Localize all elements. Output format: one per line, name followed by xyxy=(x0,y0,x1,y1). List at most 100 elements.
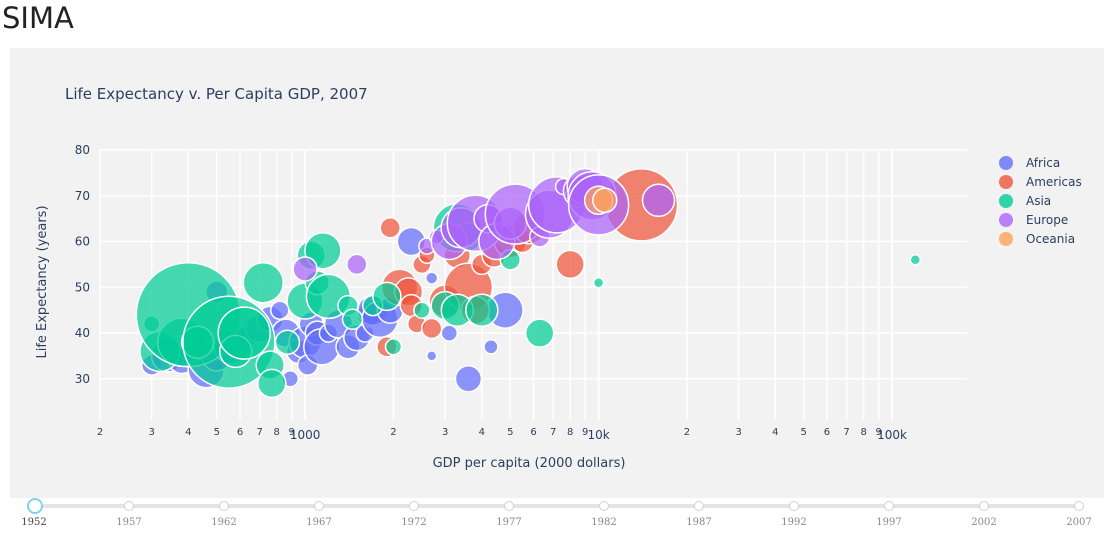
legend-label-asia[interactable]: Asia xyxy=(1026,194,1051,208)
bubble-africa[interactable] xyxy=(270,300,290,320)
bubble-asia[interactable] xyxy=(372,281,402,312)
bubble-oceania[interactable] xyxy=(592,187,618,214)
x-minor-tick-label: 7 xyxy=(550,427,556,438)
bubble-asia[interactable] xyxy=(909,254,922,266)
slider-label-1952[interactable]: 1952 xyxy=(21,517,47,528)
bubble-europe[interactable] xyxy=(641,183,676,218)
legend-label-africa[interactable]: Africa xyxy=(1026,156,1060,170)
year-slider[interactable]: 1952 1957 1962 1967 1972 1977 1982 1987 1992 1997… xyxy=(0,498,1120,544)
slider-step-1997[interactable] xyxy=(884,501,894,511)
legend-label-oceania[interactable]: Oceania xyxy=(1026,232,1075,246)
chart-panel: 30 40 50 60 70 80 2 3 4 5 6 7 8 9 2 3 4 5 6 7 8 9 2 3 4 5 6 7 8 9 1000… xyxy=(10,48,1104,498)
bubble-americas[interactable] xyxy=(555,249,585,280)
x-minor-tick-label: 5 xyxy=(214,427,220,438)
bubble-asia[interactable] xyxy=(592,276,605,289)
x-minor-tick-label: 7 xyxy=(843,427,849,438)
slider-label-1967[interactable]: 1967 xyxy=(306,517,332,528)
x-minor-tick-label: 7 xyxy=(256,427,262,438)
x-minor-tick-label: 6 xyxy=(530,427,536,438)
slider-step-1987[interactable] xyxy=(694,501,704,511)
slider-label-1972[interactable]: 1972 xyxy=(401,517,427,528)
slider-step-2002[interactable] xyxy=(979,501,989,511)
y-tick-label: 30 xyxy=(75,372,90,386)
bubble-asia[interactable] xyxy=(257,368,287,399)
x-minor-tick-label: 6 xyxy=(237,427,243,438)
bubble-asia[interactable] xyxy=(341,308,364,331)
x-minor-tick-label: 4 xyxy=(185,427,191,438)
slider-step-1972[interactable] xyxy=(409,501,419,511)
y-tick-label: 80 xyxy=(75,143,90,157)
x-minor-tick-label: 3 xyxy=(148,427,154,438)
slider-step-1967[interactable] xyxy=(314,501,324,511)
x-minor-tick-label: 4 xyxy=(772,427,778,438)
slider-step-1962[interactable] xyxy=(219,501,229,511)
slider-label-1987[interactable]: 1987 xyxy=(686,517,712,528)
bubble-asia[interactable] xyxy=(465,293,499,327)
slider-track[interactable] xyxy=(34,504,1080,508)
slider-label-2002[interactable]: 2002 xyxy=(971,517,997,528)
x-minor-tick-label: 9 xyxy=(289,427,295,438)
bubble-americas[interactable] xyxy=(379,217,401,239)
x-minor-tick-label: 2 xyxy=(97,427,103,438)
slider-label-2007[interactable]: 2007 xyxy=(1066,517,1092,528)
y-tick-label: 40 xyxy=(75,326,90,340)
x-minor-tick-label: 2 xyxy=(390,427,396,438)
bubble-europe[interactable] xyxy=(346,253,368,276)
bubble-europe[interactable] xyxy=(292,256,318,282)
y-tick-label: 60 xyxy=(75,235,90,249)
legend-marker-europe[interactable] xyxy=(999,213,1013,227)
x-minor-tick-label: 9 xyxy=(582,427,588,438)
bubble-americas[interactable] xyxy=(420,317,443,340)
x-minor-tick-label: 2 xyxy=(684,427,690,438)
legend-marker-africa[interactable] xyxy=(999,156,1013,170)
x-minor-tick-label: 5 xyxy=(801,427,807,438)
y-tick-label: 50 xyxy=(75,280,90,294)
x-minor-tick-label: 4 xyxy=(479,427,485,438)
x-minor-tick-label: 6 xyxy=(824,427,830,438)
slider-label-1957[interactable]: 1957 xyxy=(116,517,142,528)
bubble-africa[interactable] xyxy=(454,365,483,393)
x-major-tick-label: 1000 xyxy=(290,428,321,442)
x-minor-tick-label: 8 xyxy=(274,427,280,438)
bubble-asia[interactable] xyxy=(413,301,431,319)
bubble-africa[interactable] xyxy=(425,350,438,362)
legend: Africa Americas Asia Europe Oceania xyxy=(999,156,1082,246)
slider-step-1992[interactable] xyxy=(789,501,799,511)
bubble-africa[interactable] xyxy=(440,324,459,342)
bubble-asia[interactable] xyxy=(384,338,403,356)
bubble-asia[interactable] xyxy=(524,318,555,348)
slider-label-1997[interactable]: 1997 xyxy=(876,517,902,528)
x-major-tick-label: 10k xyxy=(587,428,609,442)
bubble-asia[interactable] xyxy=(304,231,342,270)
slider-label-1977[interactable]: 1977 xyxy=(496,517,522,528)
x-minor-tick-label: 9 xyxy=(875,427,881,438)
legend-label-europe[interactable]: Europe xyxy=(1026,213,1068,227)
bubble-asia[interactable] xyxy=(217,306,271,360)
y-axis-title: Life Expectancy (years) xyxy=(35,205,50,358)
legend-marker-asia[interactable] xyxy=(999,194,1013,208)
x-minor-tick-label: 5 xyxy=(507,427,513,438)
bubble-africa[interactable] xyxy=(424,271,439,285)
slider-step-1957[interactable] xyxy=(124,501,134,511)
bubble-africa[interactable] xyxy=(483,339,499,355)
x-minor-tick-label: 3 xyxy=(735,427,741,438)
slider-label-1962[interactable]: 1962 xyxy=(211,517,237,528)
legend-marker-americas[interactable] xyxy=(999,175,1013,189)
slider-handle[interactable] xyxy=(27,498,43,514)
legend-marker-oceania[interactable] xyxy=(999,232,1013,246)
slider-label-1992[interactable]: 1992 xyxy=(781,517,807,528)
marker-layer xyxy=(135,167,922,399)
y-tick-label: 70 xyxy=(75,189,90,203)
slider-step-1982[interactable] xyxy=(599,501,609,511)
bubble-asia[interactable] xyxy=(242,261,285,304)
slider-step-1977[interactable] xyxy=(504,501,514,511)
x-minor-tick-label: 8 xyxy=(567,427,573,438)
legend-label-americas[interactable]: Americas xyxy=(1026,175,1082,189)
slider-label-1982[interactable]: 1982 xyxy=(591,517,617,528)
x-minor-tick-label: 8 xyxy=(860,427,866,438)
bubble-asia[interactable] xyxy=(274,329,301,355)
slider-step-2007[interactable] xyxy=(1074,501,1084,511)
app-title: SIMA xyxy=(2,1,74,35)
